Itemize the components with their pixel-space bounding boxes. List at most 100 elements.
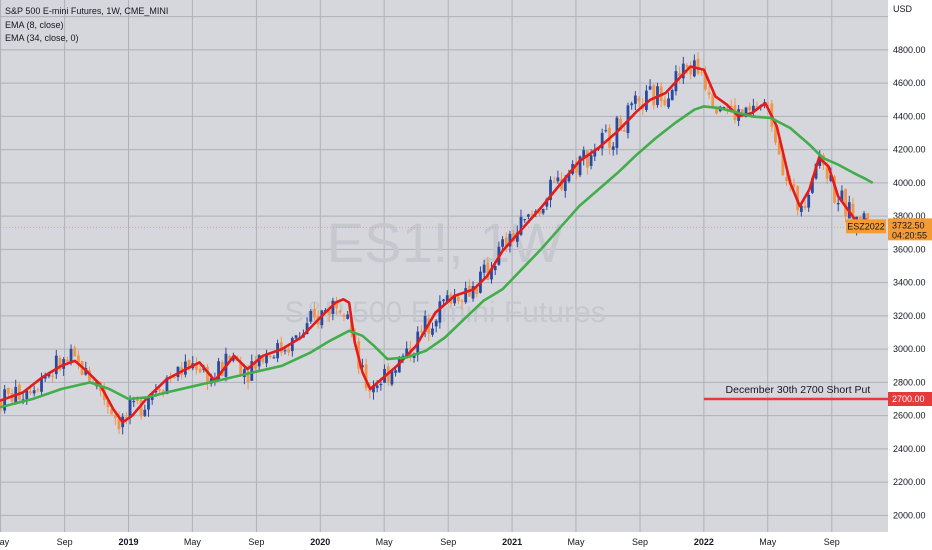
ema-fast-line	[0, 65, 868, 424]
candle-body	[40, 377, 43, 392]
y-tick-label: 4200.00	[893, 145, 926, 155]
y-tick-label: 4000.00	[893, 178, 926, 188]
symbol-tag-box	[846, 219, 886, 234]
candle-body	[563, 178, 567, 191]
candle-body	[25, 390, 29, 400]
candle-body	[250, 361, 254, 381]
candle-body	[700, 72, 704, 74]
candle-body	[136, 399, 139, 401]
candle-body	[589, 155, 593, 166]
candle-body	[228, 355, 232, 360]
candle-body	[368, 389, 372, 392]
y-tick-label: 2600.00	[893, 411, 926, 421]
candle-body	[51, 375, 54, 377]
short-put-label: December 30th 2700 Short Put	[726, 384, 871, 396]
candle-body	[633, 95, 637, 104]
candle-body	[217, 361, 220, 380]
x-tick-label: Sep	[57, 537, 73, 547]
candle-body	[556, 177, 560, 182]
price-tag-value: 3732.50	[892, 220, 925, 230]
candle-body	[372, 386, 375, 393]
x-tick-label: Sep	[248, 537, 264, 547]
candle-body	[246, 370, 250, 383]
candle-body	[833, 176, 836, 203]
candle-body	[840, 190, 844, 202]
y-tick-label: 3400.00	[893, 278, 926, 288]
candle-body	[751, 105, 755, 112]
candle-body	[645, 90, 648, 110]
candle-body	[261, 357, 265, 363]
candle-body	[18, 384, 21, 400]
y-tick-label: 4600.00	[893, 78, 926, 88]
candle-body	[423, 316, 427, 332]
candle-body	[287, 348, 291, 353]
x-tick-label: Sep	[824, 537, 840, 547]
candle-body	[69, 348, 73, 362]
candle-body	[711, 94, 715, 108]
candle-body	[567, 173, 571, 182]
candle-body	[375, 385, 379, 389]
candle-body	[453, 294, 457, 304]
candle-body	[165, 377, 169, 394]
candle-body	[799, 205, 803, 213]
candle-body	[268, 355, 272, 358]
candle-body	[139, 399, 143, 417]
candle-body	[43, 376, 47, 379]
candle-body	[77, 355, 80, 363]
candle-body	[781, 153, 785, 176]
candle-body	[504, 237, 508, 248]
candle-body	[722, 107, 726, 109]
candle-body	[128, 400, 132, 419]
candle-body	[681, 63, 685, 79]
candle-body	[32, 390, 36, 394]
candle-body	[113, 414, 117, 419]
candle-body	[685, 64, 689, 68]
candle-body	[619, 119, 622, 131]
x-tick-label: Sep	[632, 537, 648, 547]
candle-body	[47, 373, 51, 377]
candle-body	[508, 233, 512, 247]
candle-body	[239, 361, 243, 377]
candle-body	[766, 104, 770, 106]
candle-body	[198, 368, 202, 373]
indicator-ema-fast-label: EMA (8, close)	[5, 20, 64, 30]
candle-body	[545, 198, 549, 207]
candle-body	[774, 124, 777, 143]
candle-body	[195, 364, 198, 370]
candle-body	[696, 58, 700, 74]
candle-body	[792, 184, 796, 187]
price-axis	[888, 0, 932, 550]
candle-body	[124, 417, 128, 419]
candle-body	[515, 232, 519, 242]
y-tick-label: 2400.00	[893, 444, 926, 454]
candle-body	[611, 146, 615, 150]
candle-body	[678, 73, 682, 76]
candle-body	[187, 359, 191, 370]
candle-body	[744, 107, 748, 117]
candle-body	[755, 105, 759, 110]
chart-title: S&P 500 E-mini Futures, 1W, CME_MINI	[5, 6, 169, 16]
candle-body	[456, 296, 460, 302]
candle-body	[106, 401, 110, 408]
watermark-symbol: ES1!, 1W	[327, 211, 564, 274]
candle-body	[586, 150, 589, 168]
candle-body	[279, 342, 283, 353]
grid-lines	[0, 0, 888, 532]
candle-body	[648, 86, 652, 90]
candle-body	[803, 205, 807, 209]
x-tick-label: May	[184, 537, 202, 547]
candle-body	[342, 314, 346, 317]
candle-body	[445, 295, 449, 302]
candle-body	[729, 105, 733, 107]
candle-body	[172, 377, 176, 379]
candle-body	[206, 366, 209, 384]
candle-body	[88, 370, 91, 382]
candle-body	[117, 418, 121, 430]
candle-body	[54, 355, 58, 375]
put-level-tag-box	[888, 392, 932, 406]
candle-body	[420, 330, 423, 332]
candle-body	[523, 219, 527, 221]
y-tick-label: 3200.00	[893, 311, 926, 321]
